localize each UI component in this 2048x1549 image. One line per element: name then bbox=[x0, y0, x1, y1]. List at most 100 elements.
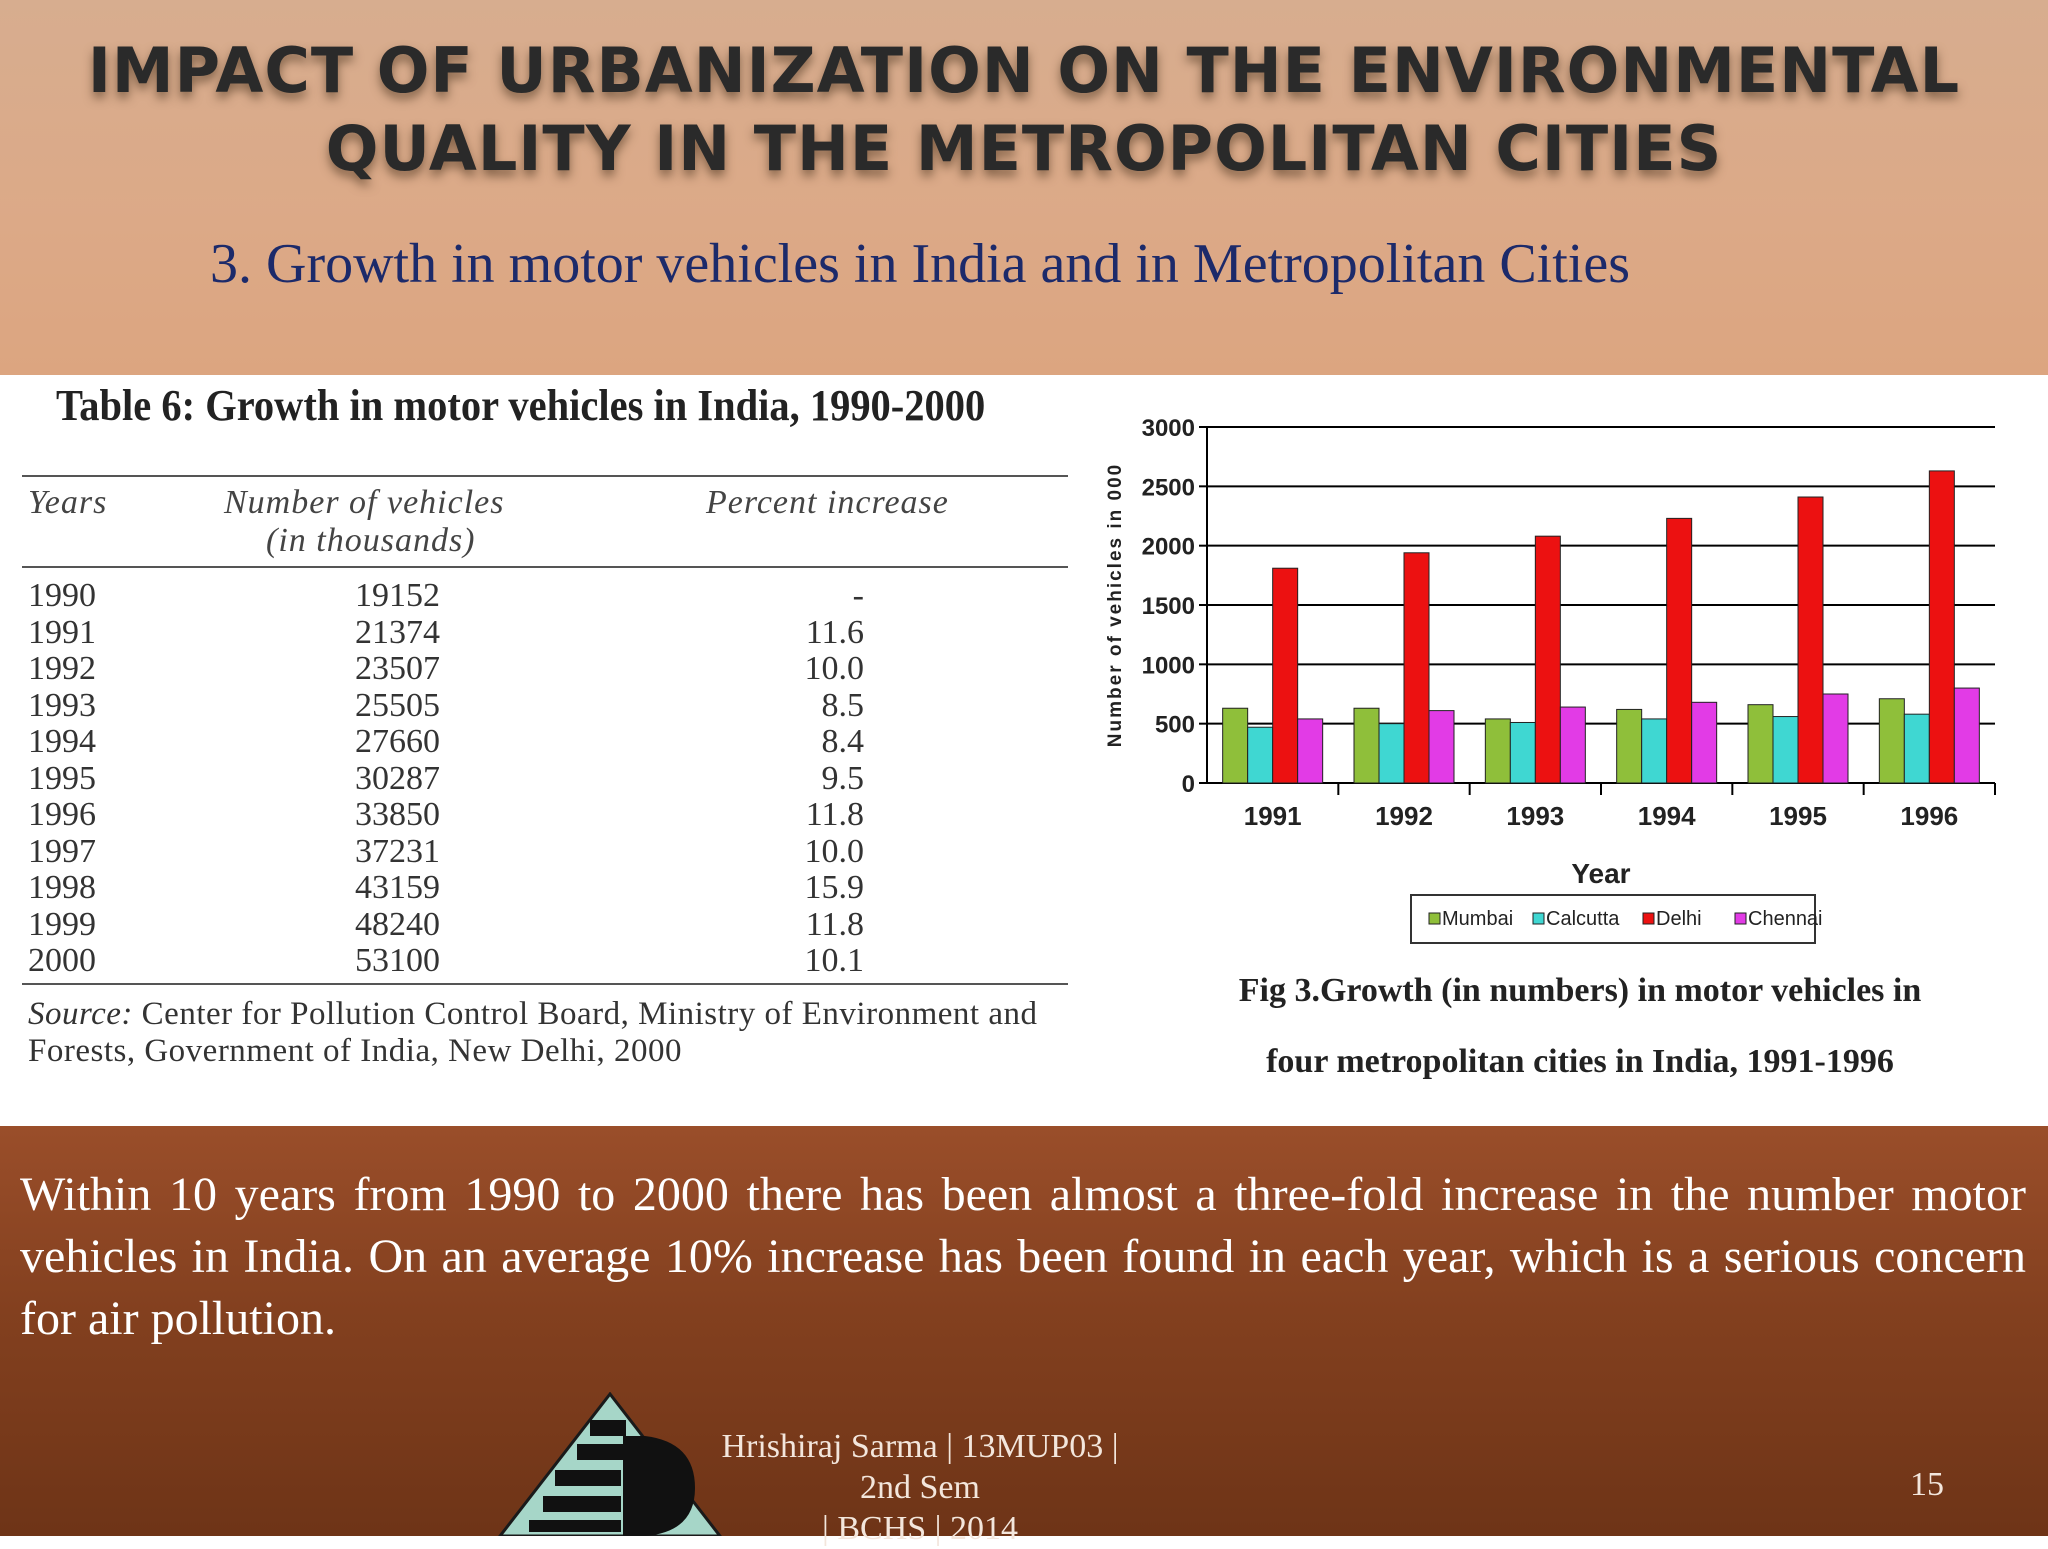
chart-y-tick-label: 0 bbox=[1182, 771, 1195, 798]
table-cell-percent: 11.8 bbox=[805, 905, 864, 943]
chart-legend-label: Mumbai bbox=[1442, 908, 1513, 930]
table-cell-year: 1993 bbox=[28, 686, 96, 724]
table-bottom-rule bbox=[22, 983, 1068, 985]
source-text: Center for Pollution Control Board, Mini… bbox=[28, 996, 1038, 1069]
chart-y-tick-label: 2000 bbox=[1142, 534, 1195, 561]
chart-bar bbox=[1747, 704, 1774, 784]
table-cell-number: 27660 bbox=[355, 723, 440, 760]
chart-bar bbox=[1247, 726, 1274, 784]
chart-bar bbox=[1509, 721, 1536, 784]
figure-caption-line2: four metropolitan cities in India, 1991-… bbox=[1266, 1043, 1894, 1080]
table-header-number-unit: (in thousands) bbox=[266, 522, 476, 559]
summary-band bbox=[0, 1126, 2048, 1536]
table-cell-year: 1992 bbox=[28, 650, 96, 687]
table-cell-percent: 11.8 bbox=[805, 796, 864, 833]
chart-x-tick-label: 1993 bbox=[1506, 801, 1564, 831]
slide-subtitle: 3. Growth in motor vehicles in India and… bbox=[210, 233, 1630, 295]
table-cell-year: 2000 bbox=[28, 942, 96, 979]
chart-bar bbox=[1691, 701, 1718, 784]
table-cell-number: 37231 bbox=[355, 832, 440, 870]
chart-bar bbox=[1666, 517, 1693, 784]
footer-line2: | BCHS | 2014 bbox=[822, 1510, 1018, 1547]
table-header-number: Number of vehicles bbox=[224, 484, 505, 521]
chart-legend-swatch bbox=[1734, 912, 1747, 925]
chart-legend-swatch bbox=[1428, 912, 1441, 925]
figure-caption-line1: Fig 3.Growth (in numbers) in motor vehic… bbox=[1238, 972, 1922, 1009]
table-cell-percent: 15.9 bbox=[804, 869, 865, 906]
page-number: 15 bbox=[1910, 1466, 1944, 1503]
table-cell-percent: 10.0 bbox=[804, 832, 865, 870]
footer-line1: Hrishiraj Sarma | 13MUP03 | 2nd Sem bbox=[721, 1428, 1119, 1506]
chart-legend-label: Calcutta bbox=[1546, 908, 1620, 930]
table-source: Source: Center for Pollution Control Boa… bbox=[28, 996, 1068, 1070]
chart-bar bbox=[1353, 707, 1380, 784]
table-header-rule bbox=[22, 566, 1068, 568]
chart-bar bbox=[1559, 706, 1586, 784]
vehicle-growth-chart: 0 500 1000 1500 2000 2500 3000 1991 1992 1993 1994… bbox=[1105, 415, 1996, 944]
chart-y-tick-label: 3000 bbox=[1142, 415, 1195, 442]
chart-x-tick-label: 1994 bbox=[1638, 801, 1696, 831]
table-cell-year: 1997 bbox=[28, 832, 96, 870]
chart-bar bbox=[1297, 718, 1324, 784]
chart-bar bbox=[1534, 535, 1561, 784]
chart-x-tick-label: 1991 bbox=[1244, 801, 1302, 831]
chart-x-tick-label: 1995 bbox=[1769, 801, 1827, 831]
table-cell-year: 1996 bbox=[28, 796, 96, 833]
summary-text: Within 10 years from 1990 to 2000 there … bbox=[20, 1168, 2026, 1345]
table-cell-number: 53100 bbox=[355, 942, 440, 979]
chart-bar bbox=[1797, 496, 1824, 784]
table-cell-percent: 8.5 bbox=[821, 686, 865, 724]
chart-bar bbox=[1878, 698, 1905, 784]
table-title: Table 6: Growth in motor vehicles in Ind… bbox=[56, 381, 986, 430]
chart-x-axis-label: Year bbox=[1571, 858, 1630, 889]
footer-author: Hrishiraj Sarma | 13MUP03 | 2nd Sem | BCH… bbox=[700, 1426, 1140, 1549]
table-cell-percent: 10.1 bbox=[804, 942, 865, 979]
chart-y-tick-label: 1000 bbox=[1142, 652, 1195, 679]
table-cell-year: 1991 bbox=[28, 613, 96, 651]
source-label: Source: bbox=[28, 996, 133, 1032]
chart-bar bbox=[1428, 710, 1455, 784]
chart-legend-swatch bbox=[1532, 912, 1545, 925]
chart-bar bbox=[1903, 713, 1930, 784]
slide-title-line1: IMPACT OF URBANIZATION ON THE ENVIRONMEN… bbox=[87, 34, 1961, 107]
chart-legend-label: Chennai bbox=[1748, 908, 1823, 930]
chart-bar bbox=[1616, 708, 1643, 784]
chart-y-axis-label: Number of vehicles in 000 bbox=[1105, 463, 1126, 747]
slide-title-line2: QUALITY IN THE METROPOLITAN CITIES bbox=[325, 112, 1723, 185]
chart-bar bbox=[1928, 470, 1955, 784]
table-cell-number: 21374 bbox=[355, 613, 440, 651]
chart-bar bbox=[1641, 718, 1668, 784]
table-header-percent: Percent increase bbox=[706, 484, 949, 521]
chart-bar bbox=[1822, 693, 1849, 784]
table-cell-year: 1995 bbox=[28, 759, 96, 797]
chart-bar bbox=[1378, 723, 1405, 784]
table-cell-percent: 11.6 bbox=[805, 613, 864, 651]
table-header-years: Years bbox=[28, 484, 108, 521]
chart-y-tick-label: 500 bbox=[1155, 712, 1195, 739]
chart-bar bbox=[1403, 552, 1430, 784]
chart-y-tick-label: 1500 bbox=[1142, 593, 1195, 620]
chart-legend-box bbox=[1410, 894, 1816, 944]
chart-x-tick-label: 1996 bbox=[1900, 801, 1958, 831]
chart-bar bbox=[1222, 707, 1249, 784]
title-band bbox=[0, 0, 2048, 375]
chart-bar bbox=[1772, 716, 1799, 784]
chart-bar bbox=[1272, 567, 1299, 784]
chart-legend-label: Delhi bbox=[1656, 908, 1702, 930]
table-cell-percent: 10.0 bbox=[804, 650, 865, 687]
table-cell-number: 48240 bbox=[355, 905, 440, 943]
table-cell-number: 19152 bbox=[355, 577, 440, 614]
table-cell-percent: 9.5 bbox=[821, 759, 865, 797]
table-cell-number: 33850 bbox=[355, 796, 440, 833]
institution-logo bbox=[498, 1392, 722, 1536]
table-cell-number: 30287 bbox=[355, 759, 440, 797]
table-cell-year: 1998 bbox=[28, 869, 96, 906]
table-cell-number: 23507 bbox=[355, 650, 440, 687]
chart-x-tick-label: 1992 bbox=[1375, 801, 1433, 831]
table-top-rule bbox=[22, 475, 1068, 477]
chart-legend-swatch bbox=[1642, 912, 1655, 925]
table-cell-year: 1999 bbox=[28, 905, 96, 943]
chart-bar bbox=[1953, 687, 1980, 784]
chart-bar bbox=[1484, 718, 1511, 784]
table-cell-year: 1994 bbox=[28, 723, 96, 760]
